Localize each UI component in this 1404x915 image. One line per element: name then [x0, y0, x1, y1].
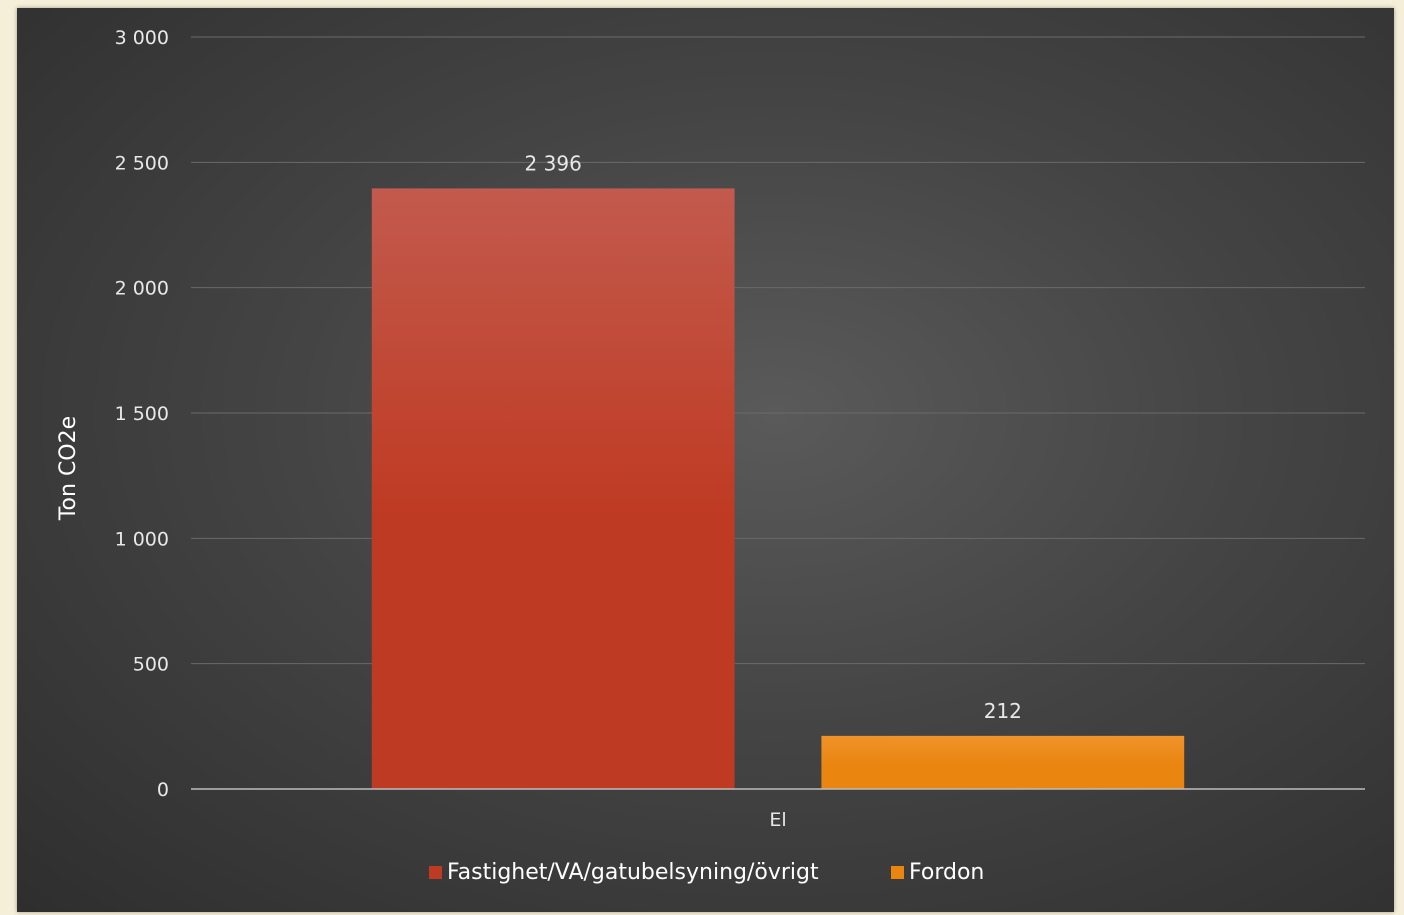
y-tick-label: 1 000: [115, 528, 169, 550]
data-label: 212: [984, 699, 1022, 723]
bar-fastighet: [372, 188, 735, 789]
gridlines: [191, 37, 1365, 664]
chart-frame: 0 500 1 000 1 500 2 000 2 500 3 000 2 396 212 E…: [17, 8, 1394, 912]
y-tick-label: 2 000: [115, 278, 169, 300]
y-tick-label: 1 500: [115, 403, 169, 425]
legend-swatch-fastighet: [429, 866, 442, 879]
bar-chart: 0 500 1 000 1 500 2 000 2 500 3 000 2 396 212 E…: [17, 8, 1394, 912]
y-axis-tick-labels: 0 500 1 000 1 500 2 000 2 500 3 000: [115, 27, 169, 801]
y-tick-label: 0: [157, 779, 169, 801]
legend-swatch-fordon: [891, 866, 904, 879]
y-tick-label: 2 500: [115, 152, 169, 174]
legend-label-fastighet: Fastighet/VA/gatubelsyning/övrigt: [447, 860, 819, 885]
data-label: 2 396: [525, 151, 582, 175]
bars: [372, 188, 1184, 789]
x-axis-category-label: El: [769, 809, 786, 831]
bar-fordon: [821, 736, 1184, 789]
legend: Fastighet/VA/gatubelsyning/övrigt Fordon: [429, 860, 984, 885]
y-tick-label: 500: [133, 654, 169, 676]
legend-label-fordon: Fordon: [909, 860, 984, 885]
y-axis-title: Ton CO2e: [56, 416, 81, 521]
y-tick-label: 3 000: [115, 27, 169, 49]
